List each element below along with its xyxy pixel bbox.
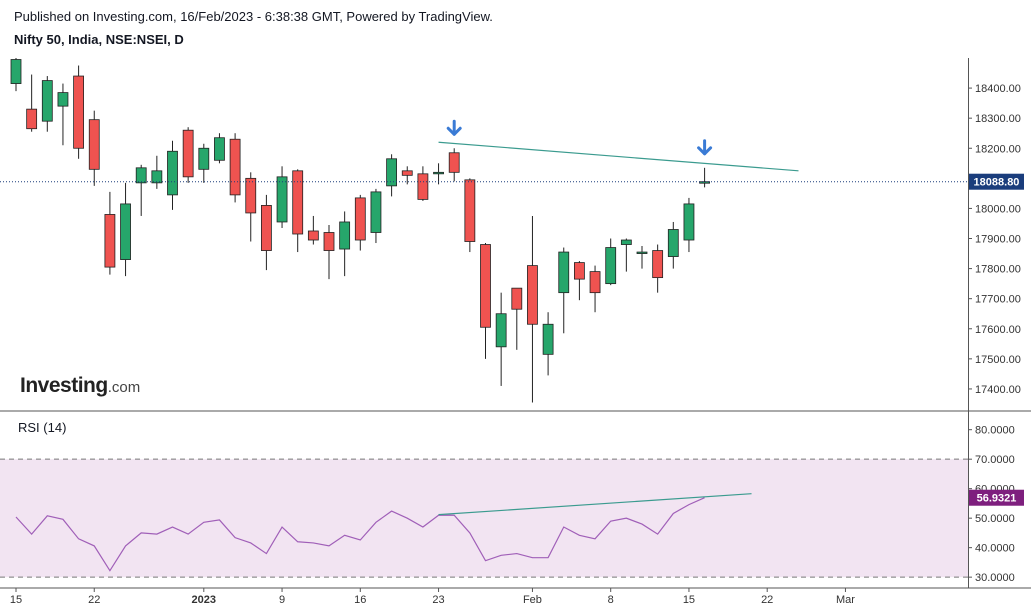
candle-down [307,230,319,241]
rsi-tick-label: 70.0000 [975,454,1015,466]
candle-down [229,138,241,196]
rsi-value-tag: 56.9321 [969,489,1024,506]
price-tick-label: 17900.00 [975,234,1021,246]
price-tick-label: 18400.00 [975,83,1021,95]
price-tick-label: 18000.00 [975,203,1021,215]
rsi-pane-label: RSI (14) [18,420,67,435]
svg-text:56.9321: 56.9321 [977,493,1017,505]
candle-down [104,214,116,268]
price-tick-label: 17600.00 [975,324,1021,336]
candle-up [167,150,178,196]
candle-down [527,265,538,325]
time-tick-label: Feb [523,594,542,606]
candle-down [464,179,476,242]
price-tick-label: 18300.00 [975,113,1021,125]
candle-up [370,191,382,233]
time-tick-label: 15 [10,594,22,606]
candle-up [120,203,131,260]
rsi-band [0,459,968,578]
svg-text:18088.80: 18088.80 [974,177,1020,189]
candle-up [558,251,570,294]
candle-up [10,59,22,84]
candle-up [605,247,617,285]
candle-down [245,177,257,214]
candle-up [495,313,507,348]
candle-up [542,323,554,355]
time-tick-label: 22 [88,594,100,606]
rsi-tick-label: 30.0000 [975,572,1015,584]
price-tick-label: 17400.00 [975,384,1021,396]
candle-up [699,181,710,184]
candle-up [667,229,679,257]
candle-up [214,137,225,161]
last-price-tag: 18088.80 [969,173,1024,190]
price-tick-label: 17800.00 [975,264,1021,276]
candle-up [41,80,53,122]
candle-down [292,170,304,235]
candle-down [354,197,366,241]
candle-up [386,158,398,187]
candle-up [57,92,69,107]
down-arrow-icon [446,119,462,136]
candle-up [339,221,351,250]
candle-down [589,271,601,294]
candle-down [574,262,585,280]
candle-down [401,170,413,176]
candle-up [620,239,632,245]
investing-logo: Investing.com [20,374,141,397]
candle-down [260,205,272,251]
candle-up [433,171,444,175]
time-tick-label: 15 [683,594,695,606]
candle-up [636,251,648,254]
candle-down [26,108,38,130]
rsi-tick-label: 50.0000 [975,513,1015,525]
candle-down [88,119,100,170]
time-tick-label: 2023 [192,594,216,606]
candle-down [323,232,335,251]
candle-down [417,173,429,200]
candle-down [182,129,194,178]
chart-symbol-title: Nifty 50, India, NSE:NSEI, D [14,32,184,47]
candle-up [683,203,695,241]
price-tick-label: 18200.00 [975,143,1021,155]
rsi-tick-label: 40.0000 [975,543,1015,555]
rsi-tick-label: 80.0000 [975,425,1015,437]
time-tick-label: 16 [354,594,366,606]
time-tick-label: 9 [279,594,285,606]
time-tick-label: 8 [608,594,614,606]
chart-publisher-line: Published on Investing.com, 16/Feb/2023 … [14,9,493,24]
price-trendline [438,141,799,172]
candle-up [151,170,163,184]
candle-down [480,244,491,328]
price-tick-label: 17700.00 [975,294,1021,306]
rsi-line [15,497,705,572]
time-tick-label: Mar [836,594,855,606]
candle-up [198,147,210,170]
candle-down [448,152,460,173]
time-tick-label: 23 [432,594,444,606]
candle-down [73,75,84,149]
candle-down [652,250,664,279]
candle-up [135,167,147,184]
rsi-trendline [438,493,752,516]
down-arrow-icon [697,139,713,156]
price-tick-label: 17500.00 [975,354,1021,366]
time-tick-label: 22 [761,594,773,606]
candle-down [511,287,523,310]
candle-up [276,176,288,223]
